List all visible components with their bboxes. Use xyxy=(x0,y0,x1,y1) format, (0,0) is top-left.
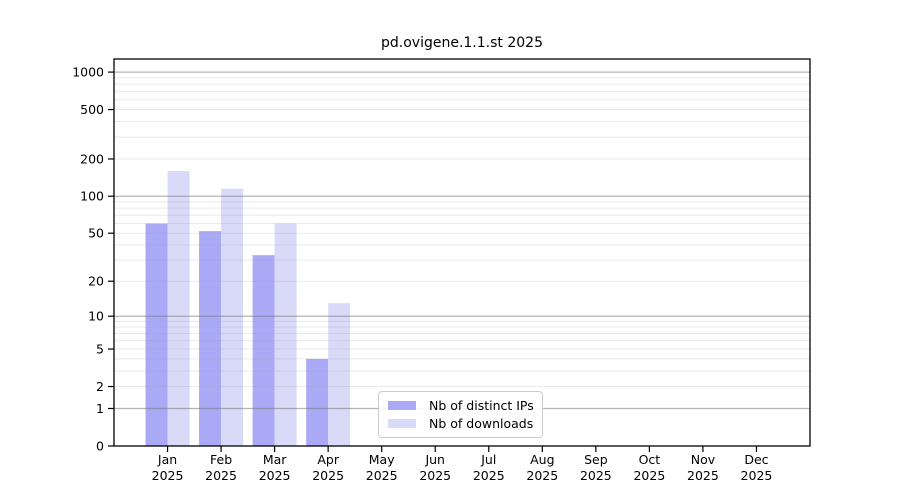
x-tick-label-year: 2025 xyxy=(687,468,719,483)
legend: Nb of distinct IPs Nb of downloads xyxy=(378,391,543,438)
y-tick-label: 200 xyxy=(80,151,104,166)
x-tick-label-year: 2025 xyxy=(419,468,451,483)
x-tick-label-month: Feb xyxy=(210,452,232,467)
y-tick-label: 50 xyxy=(88,226,104,241)
bar-downloads-mar xyxy=(274,223,297,446)
legend-label-downloads: Nb of downloads xyxy=(429,416,534,431)
bar-distinct-ips-jan xyxy=(145,223,168,446)
y-tick-label: 100 xyxy=(80,189,104,204)
x-tick-label-month: Sep xyxy=(584,452,608,467)
x-tick-label-month: Oct xyxy=(639,452,661,467)
x-tick-label-month: Jun xyxy=(424,452,445,467)
y-tick-label: 500 xyxy=(80,102,104,117)
x-tick-label-year: 2025 xyxy=(526,468,558,483)
x-tick-label-year: 2025 xyxy=(259,468,291,483)
x-tick-label-month: Nov xyxy=(691,452,716,467)
bar-distinct-ips-apr xyxy=(306,358,329,446)
x-tick-label-month: Jul xyxy=(480,452,496,467)
legend-row-downloads: Nb of downloads xyxy=(388,416,533,431)
x-tick-label-month: Apr xyxy=(317,452,339,467)
x-tick-label-year: 2025 xyxy=(633,468,665,483)
y-tick-label: 2 xyxy=(96,379,104,394)
plot-frame xyxy=(113,58,811,447)
y-tick-label: 5 xyxy=(96,342,104,357)
x-tick-label-month: Mar xyxy=(263,452,287,467)
x-tick-label-year: 2025 xyxy=(312,468,344,483)
chart-title: pd.ovigene.1.1.st 2025 xyxy=(381,35,543,51)
y-tick-label: 20 xyxy=(88,274,104,289)
x-tick-label-year: 2025 xyxy=(366,468,398,483)
bar-distinct-ips-feb xyxy=(199,231,222,446)
legend-label-distinct-ips: Nb of distinct IPs xyxy=(429,398,534,413)
bar-downloads-feb xyxy=(221,188,244,446)
x-tick-label-month: Jan xyxy=(157,452,177,467)
legend-swatch-downloads xyxy=(388,419,416,428)
y-tick-label: 0 xyxy=(96,439,104,454)
x-tick-label-year: 2025 xyxy=(152,468,184,483)
legend-row-distinct-ips: Nb of distinct IPs xyxy=(388,398,534,413)
x-tick-label-year: 2025 xyxy=(473,468,505,483)
x-tick-label-month: May xyxy=(369,452,395,467)
x-tick-label-year: 2025 xyxy=(205,468,237,483)
x-tick-label-month: Aug xyxy=(530,452,554,467)
x-tick-label-year: 2025 xyxy=(580,468,612,483)
x-tick-label-month: Dec xyxy=(744,452,768,467)
y-tick-label: 1000 xyxy=(72,65,104,80)
bar-downloads-apr xyxy=(328,303,351,446)
y-tick-label: 10 xyxy=(88,309,104,324)
bar-downloads-jan xyxy=(167,170,190,447)
legend-swatch-distinct-ips xyxy=(388,401,416,410)
x-tick-label-year: 2025 xyxy=(741,468,773,483)
bar-distinct-ips-mar xyxy=(252,255,275,446)
y-tick-label: 1 xyxy=(96,401,104,416)
